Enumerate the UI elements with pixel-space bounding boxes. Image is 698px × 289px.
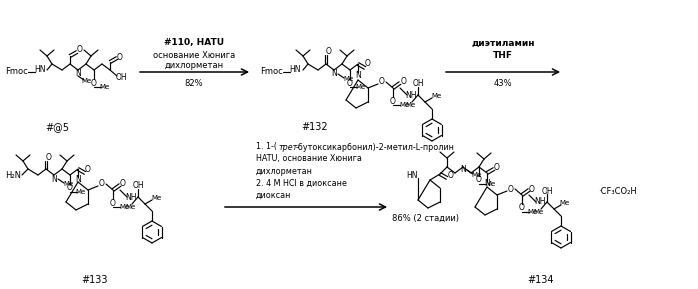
Text: N: N bbox=[460, 166, 466, 175]
Text: диоксан: диоксан bbox=[256, 190, 291, 199]
Text: Me: Me bbox=[356, 84, 366, 90]
Text: Me: Me bbox=[472, 172, 482, 178]
Text: Me: Me bbox=[76, 189, 86, 195]
Text: O: O bbox=[494, 164, 500, 173]
Text: O: O bbox=[77, 45, 83, 55]
Text: Me: Me bbox=[151, 195, 161, 201]
Text: N: N bbox=[484, 179, 490, 188]
Text: O: O bbox=[365, 60, 371, 68]
Text: O: O bbox=[401, 77, 407, 86]
Text: N: N bbox=[75, 68, 81, 77]
Text: Me: Me bbox=[63, 181, 73, 187]
Text: O: O bbox=[519, 203, 525, 212]
Text: O: O bbox=[120, 179, 126, 188]
Text: Me: Me bbox=[119, 204, 129, 210]
Text: O: O bbox=[99, 179, 105, 188]
Text: N: N bbox=[331, 69, 337, 79]
Text: трет: трет bbox=[278, 142, 297, 151]
Text: 86% (2 стадии): 86% (2 стадии) bbox=[392, 214, 459, 223]
Text: дихлорметан: дихлорметан bbox=[256, 166, 313, 175]
Text: #134: #134 bbox=[527, 275, 554, 285]
Text: Me: Me bbox=[560, 200, 570, 206]
Text: O: O bbox=[529, 184, 535, 194]
Text: 1. 1-(: 1. 1-( bbox=[256, 142, 277, 151]
Text: Fmoc: Fmoc bbox=[260, 68, 283, 77]
Text: Me: Me bbox=[431, 93, 441, 99]
Text: Me: Me bbox=[528, 209, 538, 215]
Text: Fmoc: Fmoc bbox=[5, 68, 28, 77]
Text: Me: Me bbox=[343, 76, 353, 82]
Text: O: O bbox=[110, 199, 116, 208]
Text: O: O bbox=[85, 164, 91, 173]
Text: N: N bbox=[75, 175, 81, 184]
Text: основание Хюнига: основание Хюнига bbox=[153, 51, 235, 60]
Text: NH: NH bbox=[125, 192, 137, 201]
Text: #110, HATU: #110, HATU bbox=[164, 38, 224, 47]
Text: N: N bbox=[355, 71, 361, 79]
Text: Me: Me bbox=[399, 102, 409, 108]
Text: HN: HN bbox=[406, 171, 418, 181]
Text: O: O bbox=[91, 79, 97, 88]
Text: NH: NH bbox=[534, 197, 546, 207]
Text: OH: OH bbox=[132, 181, 144, 190]
Text: O: O bbox=[46, 153, 52, 162]
Text: HN: HN bbox=[289, 66, 301, 75]
Text: 2. 4 M HCl в диоксане: 2. 4 M HCl в диоксане bbox=[256, 179, 347, 188]
Text: дихлорметан: дихлорметан bbox=[165, 62, 223, 71]
Text: OH: OH bbox=[115, 73, 127, 81]
Text: NH: NH bbox=[406, 90, 417, 99]
Text: N: N bbox=[51, 175, 57, 184]
Text: 43%: 43% bbox=[493, 79, 512, 88]
Text: O: O bbox=[379, 77, 385, 86]
Text: OH: OH bbox=[413, 79, 424, 88]
Text: OH: OH bbox=[541, 186, 553, 195]
Text: Me: Me bbox=[125, 204, 135, 210]
Text: HN: HN bbox=[34, 66, 46, 75]
Text: O: O bbox=[508, 184, 514, 194]
Text: THF: THF bbox=[493, 51, 513, 60]
Text: #132: #132 bbox=[302, 122, 328, 132]
Text: Me: Me bbox=[405, 102, 415, 108]
Text: Me: Me bbox=[485, 181, 495, 187]
Text: O: O bbox=[448, 171, 454, 179]
Text: O: O bbox=[67, 184, 73, 192]
Text: ·CF₃CO₂H: ·CF₃CO₂H bbox=[598, 186, 637, 195]
Text: #@5: #@5 bbox=[45, 122, 69, 132]
Text: H₂N: H₂N bbox=[5, 171, 21, 179]
Text: #133: #133 bbox=[82, 275, 108, 285]
Text: Me: Me bbox=[82, 78, 92, 84]
Text: O: O bbox=[390, 97, 396, 105]
Text: O: O bbox=[326, 47, 332, 57]
Text: диэтиламин: диэтиламин bbox=[471, 38, 535, 47]
Text: Me: Me bbox=[534, 209, 544, 215]
Text: O: O bbox=[476, 175, 482, 184]
Text: O: O bbox=[117, 53, 123, 62]
Text: 82%: 82% bbox=[185, 79, 203, 88]
Text: HATU, основание Хюнига: HATU, основание Хюнига bbox=[256, 155, 362, 164]
Text: -бутоксикарбонил)-2-метил-L-пролин: -бутоксикарбонил)-2-метил-L-пролин bbox=[296, 142, 455, 151]
Text: Me: Me bbox=[100, 84, 110, 90]
Text: O: O bbox=[347, 79, 353, 88]
